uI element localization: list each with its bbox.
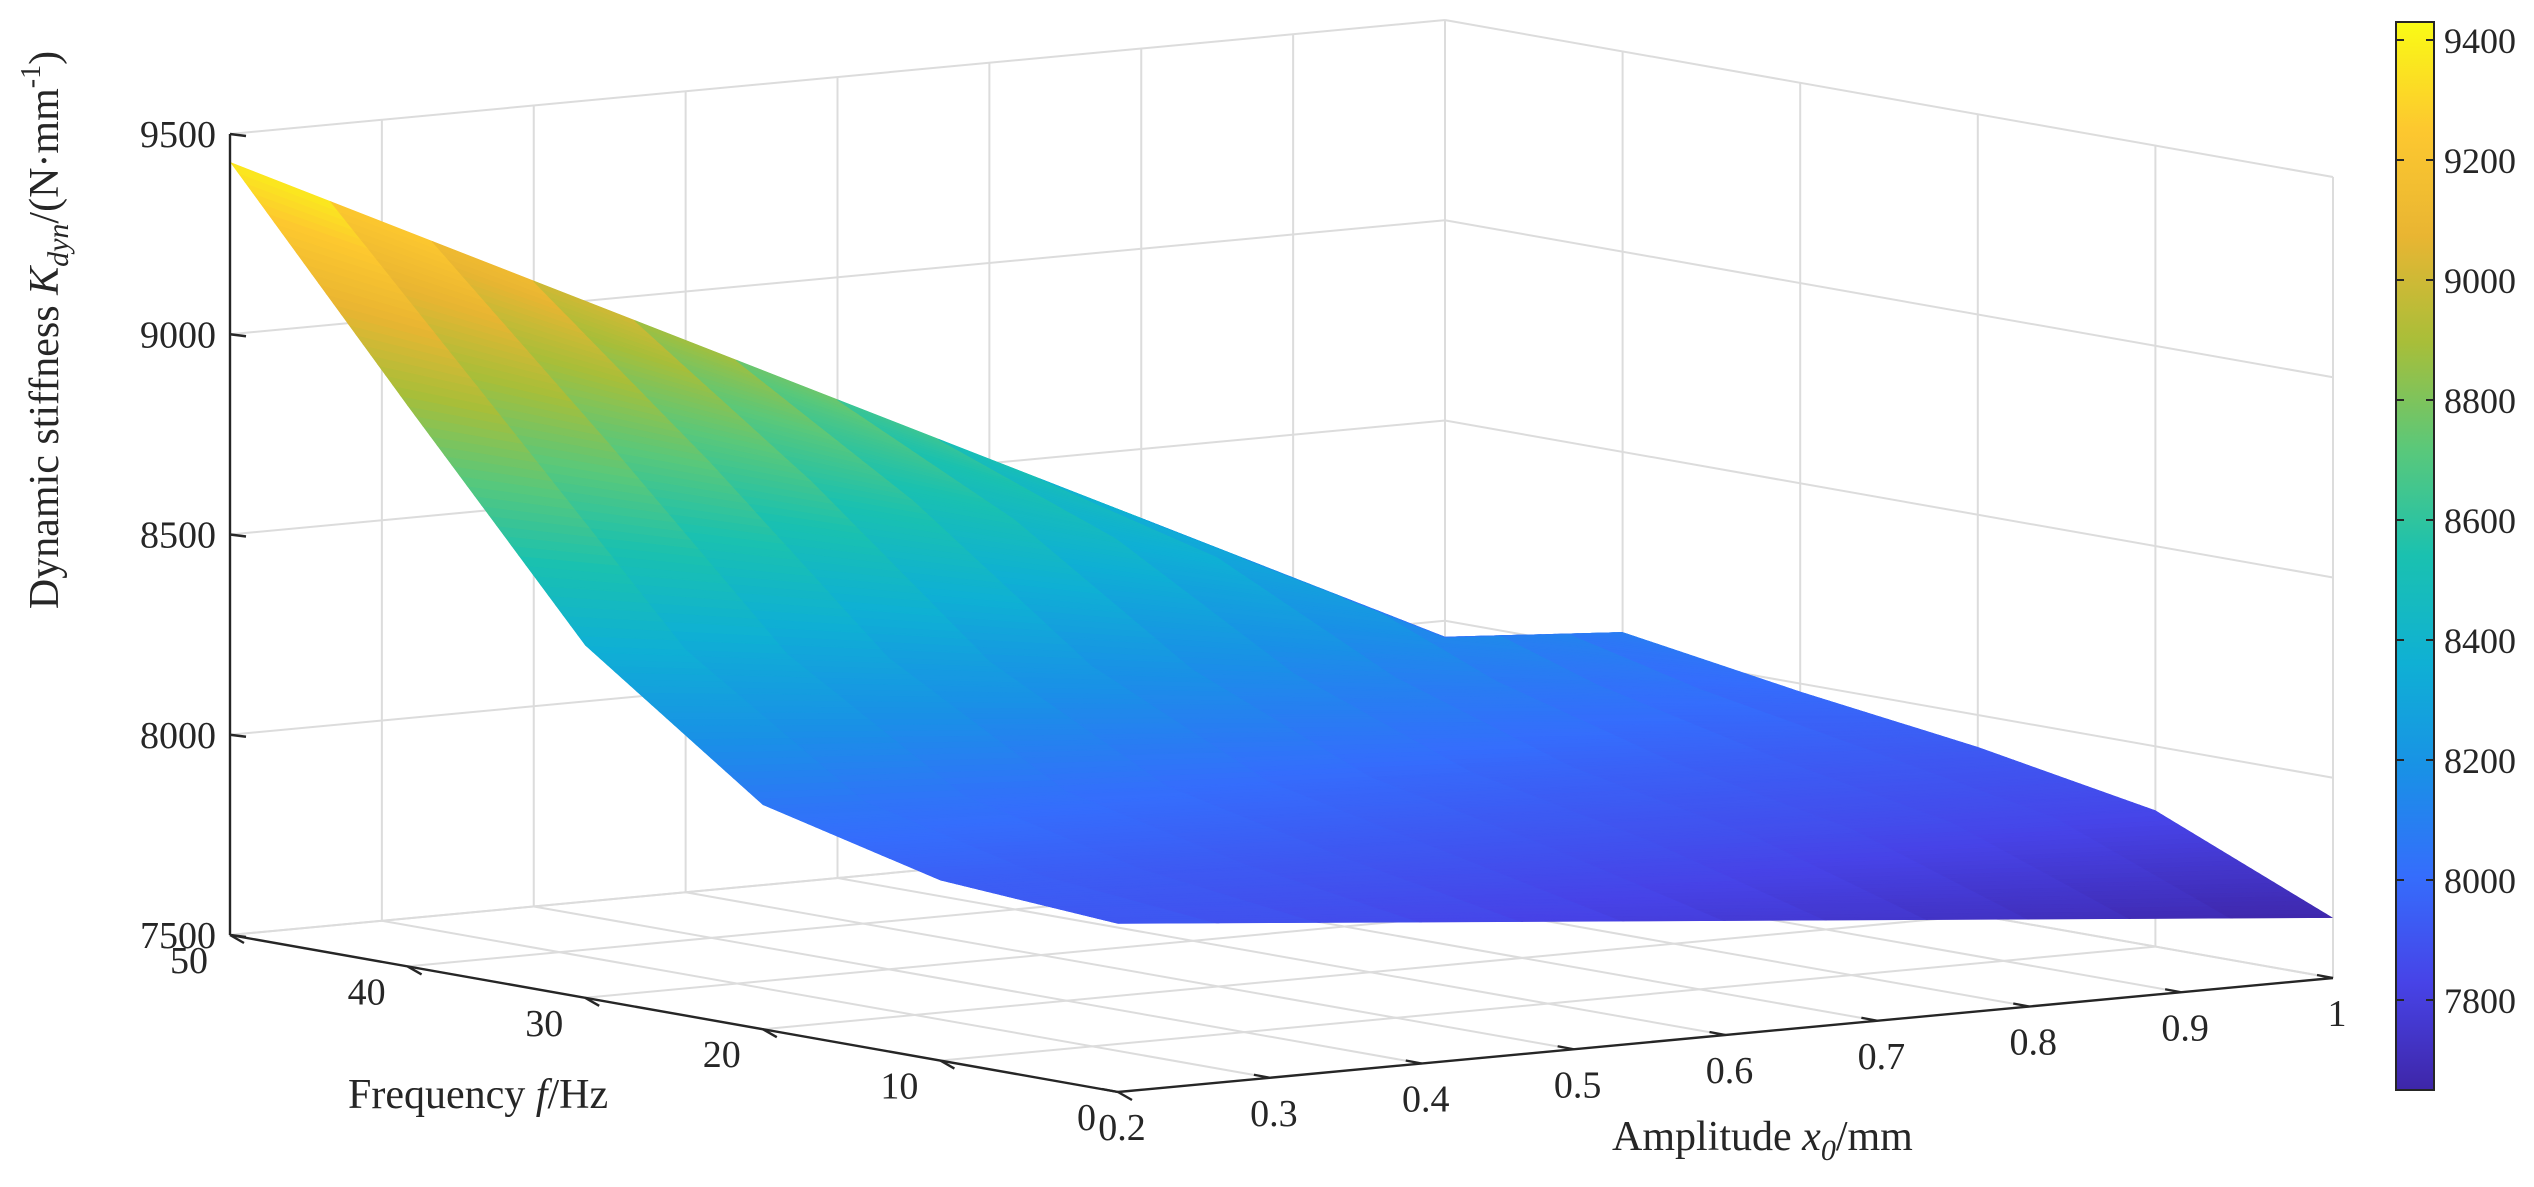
surface-patch	[866, 717, 981, 726]
x-tick	[1709, 1030, 1726, 1037]
colorbar-gradient	[2395, 21, 2435, 1091]
x-tick	[2316, 973, 2334, 980]
surface-patch	[1397, 589, 1507, 613]
colorbar-tick-label: 9000	[2444, 261, 2516, 301]
x-tick-label: 0.7	[1858, 1036, 1906, 1078]
surface-patch	[1456, 612, 1567, 633]
x-tick-label: 0.3	[1250, 1093, 1298, 1135]
x-tick	[1861, 1016, 1878, 1022]
surface-patch	[1424, 603, 1535, 636]
z-tick-label: 9500	[140, 114, 216, 156]
grid-floor-x-4	[837, 877, 1726, 1036]
surface-patch	[1513, 611, 1623, 634]
surface-patch	[1520, 612, 1631, 636]
y-tick-label: 50	[170, 940, 208, 982]
y-tick	[1117, 1090, 1133, 1102]
grid-side-z-2	[1444, 419, 2334, 579]
y-tick-label: 30	[525, 1003, 563, 1045]
y-axis-line	[229, 933, 1119, 1094]
y-tick-label: 40	[348, 971, 386, 1013]
surface-patch	[1454, 606, 1564, 635]
x-tick-label: 0.9	[2161, 1007, 2209, 1049]
x-tick	[2164, 988, 2182, 994]
surface-patch	[1375, 584, 1485, 611]
z-tick	[229, 733, 247, 738]
y-tick	[229, 933, 245, 945]
colorbar-ticks: 7800 8000 8200 8400 8600 8800 9000 9200 9400	[2396, 21, 2516, 1021]
surface-patch	[1427, 597, 1537, 621]
x-tick-label: 1	[2328, 993, 2347, 1035]
x-axis-title: Amplitude x0/mm	[1612, 1114, 1913, 1167]
grid-floor-x-3	[685, 891, 1574, 1051]
surface-patch	[1419, 593, 1530, 618]
surface-patch	[1464, 616, 1574, 636]
surface-patch	[1449, 608, 1559, 630]
y-tick	[939, 1059, 955, 1070]
surface-patch	[1360, 581, 1470, 610]
y-axis-title: Frequency f/Hz	[348, 1072, 608, 1118]
x-tick	[1253, 1073, 1271, 1079]
surface	[230, 162, 2333, 924]
z-tick-label: 8500	[140, 515, 216, 557]
surface-patch	[1499, 610, 1608, 634]
surface-patch	[1412, 592, 1522, 615]
y-tick-label: 10	[880, 1066, 918, 1108]
axes-lines	[228, 132, 2334, 1102]
x-tick	[1101, 1087, 1119, 1094]
surface-patch	[1461, 607, 1571, 635]
colorbar-tick-label: 8200	[2444, 741, 2516, 781]
surface-patch	[1368, 582, 1478, 610]
colorbar-tick-label: 8400	[2444, 621, 2516, 661]
grid-back-z-4	[229, 19, 1446, 135]
z-tick-label: 9000	[140, 314, 216, 356]
y-tick	[762, 1028, 778, 1039]
surface-patch	[1417, 603, 1527, 636]
grid-side-z-4	[1444, 19, 2334, 178]
grid-floor-y-1	[940, 945, 2156, 1062]
x-tick	[1557, 1045, 1574, 1051]
grid-floor-x-1	[381, 919, 1271, 1079]
colorbar-tick-label: 8600	[2444, 501, 2516, 541]
z-tick	[229, 132, 247, 138]
colorbar-tick-label: 9400	[2444, 21, 2516, 61]
surface-patch	[1345, 578, 1456, 608]
y-tick	[584, 996, 600, 1007]
colorbar: 7800 8000 8200 8400 8600 8800 9000 9200 9400	[2395, 21, 2516, 1091]
grid-side-z-3	[1444, 219, 2334, 379]
tick-labels: 7500 8000 8500 9000 9500 0 10 20 30 40 50 0.2 0.3 0.4…	[140, 114, 2347, 1149]
surface-patch	[1506, 611, 1616, 634]
surface-patch	[1491, 609, 1601, 634]
x-tick-label: 0.8	[2010, 1022, 2058, 1064]
surface-patch	[1434, 601, 1544, 624]
colorbar-tick-label: 9200	[2444, 141, 2516, 181]
surface-patch	[765, 717, 879, 726]
y-tick-label: 0	[1077, 1097, 1096, 1139]
surface-patch	[664, 717, 778, 726]
grid-floor-x-2	[533, 905, 1422, 1065]
surface-patch	[1469, 607, 1579, 635]
surface-patch	[1405, 590, 1515, 614]
x-tick	[2013, 1002, 2030, 1008]
z-tick-label: 8000	[140, 715, 216, 757]
x-tick	[1405, 1059, 1422, 1065]
x-tick-label: 0.2	[1098, 1107, 1146, 1149]
z-tick	[229, 333, 247, 338]
colorbar-tick-label: 8000	[2444, 861, 2516, 901]
x-tick-label: 0.6	[1706, 1050, 1754, 1092]
surface-patch	[1382, 585, 1492, 612]
colorbar-tick-label: 7800	[2444, 981, 2516, 1021]
z-tick	[229, 533, 247, 538]
y-tick	[407, 965, 423, 976]
y-tick-label: 20	[703, 1034, 741, 1076]
colorbar-tick-label: 8800	[2444, 381, 2516, 421]
x-tick-label: 0.5	[1554, 1064, 1602, 1106]
x-tick-label: 0.4	[1402, 1079, 1450, 1121]
surface-patch	[1432, 604, 1542, 636]
grid-floor-y-2	[762, 914, 1978, 1031]
z-tick-label: 7500	[140, 915, 216, 957]
z-axis-title: Dynamic stiffness Kdyn/(N·mm-1)	[16, 51, 75, 609]
